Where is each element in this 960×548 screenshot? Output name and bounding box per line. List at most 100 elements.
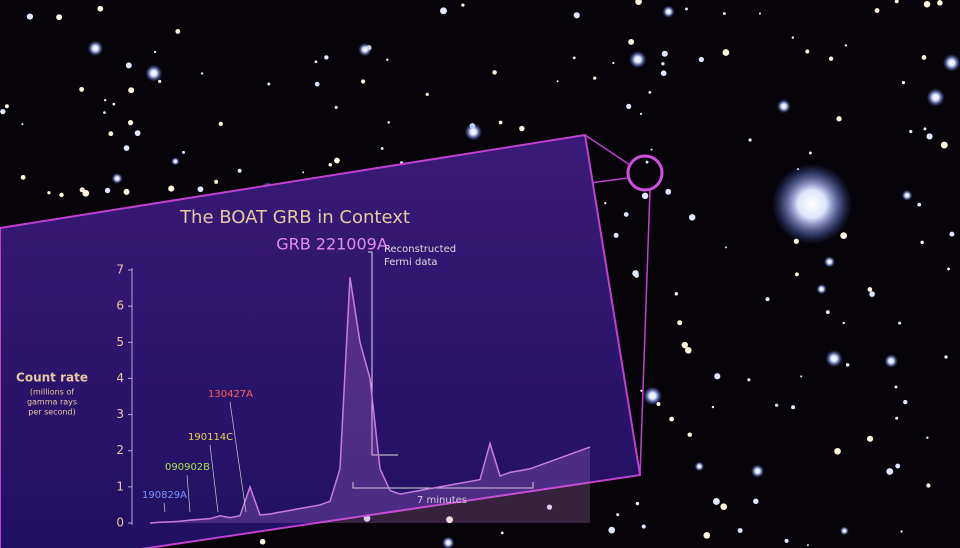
star: [361, 79, 366, 84]
star: [894, 385, 898, 389]
target-circle: [626, 154, 664, 192]
star: [112, 102, 116, 106]
star: [674, 292, 679, 296]
y-axis-note: (millions of: [30, 388, 74, 397]
y-tick-label: 5: [116, 335, 124, 349]
star: [82, 189, 90, 197]
star: [125, 62, 132, 69]
zoom-line: [639, 189, 651, 476]
star: [641, 524, 646, 529]
star: [4, 104, 9, 109]
star: [725, 246, 728, 249]
star: [753, 498, 759, 505]
star: [461, 3, 465, 7]
star: [677, 320, 683, 326]
star: [903, 399, 908, 405]
star: [684, 346, 692, 354]
star: [328, 163, 333, 167]
star: [626, 103, 632, 109]
star: [750, 464, 765, 478]
star: [629, 50, 647, 69]
star: [765, 297, 770, 302]
star: [324, 55, 329, 60]
star: [867, 287, 873, 292]
star: [698, 56, 704, 63]
star: [661, 50, 668, 57]
leader-line: [186, 474, 191, 513]
star: [901, 81, 906, 85]
star: [791, 405, 796, 410]
star: [425, 92, 429, 97]
highlight-label: GRB 221009A: [276, 235, 388, 254]
star: [182, 150, 185, 154]
star: [840, 232, 848, 239]
star: [874, 8, 880, 13]
star: [302, 171, 305, 174]
chart: The BOAT GRB in Context Count rate (mill…: [16, 207, 591, 530]
star: [923, 0, 931, 8]
star: [688, 214, 696, 221]
star: [923, 127, 927, 131]
star: [643, 386, 662, 406]
star: [895, 463, 901, 469]
star: [314, 81, 320, 87]
star: [714, 373, 721, 380]
bracket: [368, 251, 398, 456]
star: [635, 0, 642, 5]
star: [440, 7, 447, 15]
y-tick-label: 1: [116, 479, 124, 493]
star: [59, 192, 64, 198]
star: [926, 483, 931, 488]
star: [816, 284, 827, 295]
star: [546, 504, 553, 510]
star: [901, 190, 913, 201]
star: [464, 123, 482, 141]
star: [103, 98, 107, 102]
line: [149, 277, 591, 524]
y-tick-label: 4: [116, 371, 124, 385]
star: [825, 310, 830, 314]
star: [867, 435, 874, 442]
zoom-line: [584, 134, 631, 166]
star: [171, 157, 180, 166]
star: [776, 99, 791, 114]
star: [942, 54, 960, 72]
star: [612, 61, 615, 65]
star: [722, 49, 730, 56]
star: [681, 341, 688, 349]
burst-label: 190114C: [188, 432, 233, 443]
leader-line: [163, 502, 166, 513]
star: [214, 179, 219, 184]
star: [884, 354, 898, 368]
star: [259, 538, 266, 545]
star: [909, 129, 913, 134]
star: [949, 231, 955, 237]
star: [805, 49, 810, 54]
inset-panel: [0, 133, 642, 548]
star: [634, 273, 639, 278]
star: [720, 503, 728, 510]
star: [828, 56, 834, 61]
y-tick-label: 2: [116, 443, 124, 457]
star: [334, 105, 338, 109]
star: [840, 526, 849, 536]
star: [774, 403, 779, 407]
star: [645, 160, 649, 164]
star: [168, 185, 175, 192]
star: [87, 40, 104, 57]
star: [519, 125, 525, 132]
star: [894, 0, 899, 4]
star: [712, 498, 720, 505]
star: [886, 468, 894, 475]
star: [895, 416, 899, 420]
star: [687, 432, 692, 437]
star: [795, 272, 799, 277]
star: [442, 536, 455, 548]
star: [314, 60, 318, 64]
star: [669, 416, 674, 422]
star: [703, 531, 711, 539]
star: [573, 12, 580, 19]
star: [79, 187, 85, 193]
star: [593, 76, 597, 80]
